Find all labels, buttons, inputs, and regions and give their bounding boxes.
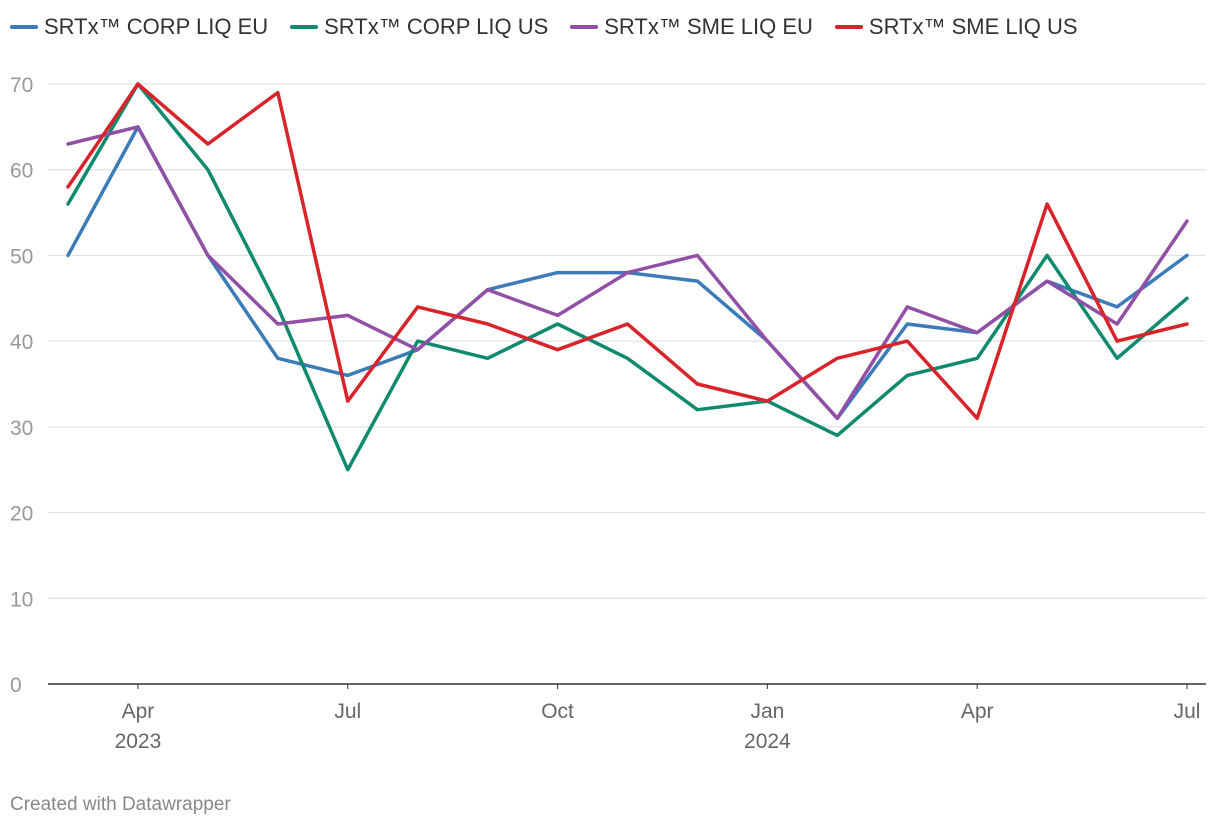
x-tick-label: Jul (334, 700, 361, 723)
y-tick-label: 60 (10, 160, 33, 183)
y-tick-label: 30 (10, 417, 33, 440)
y-tick-label: 0 (10, 674, 22, 697)
x-tick-label: Jan (750, 700, 784, 723)
legend-swatch (10, 25, 38, 29)
x-tick-label: Jul (1174, 700, 1201, 723)
series-line-2 (66, 125, 1189, 421)
legend-label: SRTx™ SME LIQ US (868, 14, 1078, 39)
legend-swatch (834, 25, 863, 29)
x-tick-year-label: 2023 (115, 730, 162, 753)
y-tick-label: 50 (10, 245, 33, 268)
x-tick-year-label: 2024 (744, 730, 791, 753)
x-tick-label: Apr (961, 700, 994, 723)
y-tick-label: 70 (10, 74, 33, 97)
legend-item: SRTx™ CORP LIQ US (290, 14, 548, 40)
series-line-1 (66, 82, 1189, 472)
x-tick-label: Oct (541, 700, 574, 723)
legend-label: SRTx™ CORP LIQ US (324, 14, 549, 39)
series-line-3 (66, 82, 1189, 421)
legend-swatch (570, 25, 599, 29)
y-tick-label: 10 (10, 588, 33, 611)
legend-item: SRTx™ SME LIQ US (834, 14, 1078, 40)
legend-label: SRTx™ SME LIQ EU (604, 14, 813, 39)
legend-item: SRTx™ SME LIQ EU (570, 14, 813, 40)
legend: SRTx™ CORP LIQ EU SRTx™ CORP LIQ US SRTx™ … (10, 14, 1078, 40)
x-tick-label: Apr (122, 700, 155, 723)
y-tick-label: 40 (10, 331, 33, 354)
legend-label: SRTx™ CORP LIQ EU (44, 14, 269, 39)
y-tick-label: 20 (10, 503, 33, 526)
footer-credit: Created with Datawrapper (10, 794, 231, 815)
legend-item: SRTx™ CORP LIQ EU (10, 14, 268, 40)
legend-swatch (290, 25, 319, 29)
